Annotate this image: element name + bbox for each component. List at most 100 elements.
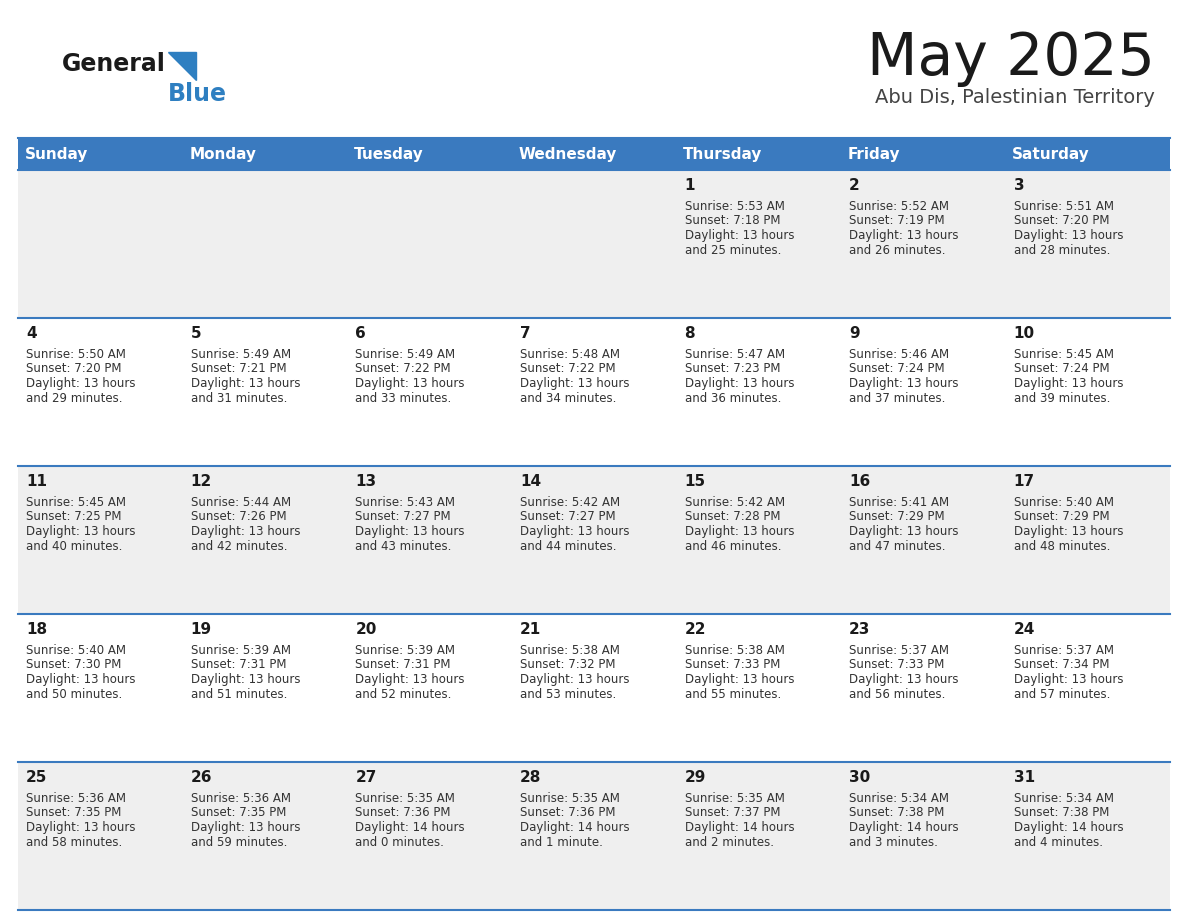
- Text: Sunset: 7:35 PM: Sunset: 7:35 PM: [191, 807, 286, 820]
- Text: 23: 23: [849, 622, 871, 637]
- Text: Sunrise: 5:51 AM: Sunrise: 5:51 AM: [1013, 200, 1113, 213]
- Text: Sunset: 7:37 PM: Sunset: 7:37 PM: [684, 807, 781, 820]
- Text: Daylight: 13 hours: Daylight: 13 hours: [849, 673, 959, 686]
- Text: and 2 minutes.: and 2 minutes.: [684, 835, 773, 848]
- Text: Sunrise: 5:53 AM: Sunrise: 5:53 AM: [684, 200, 784, 213]
- Text: and 0 minutes.: and 0 minutes.: [355, 835, 444, 848]
- Text: Daylight: 13 hours: Daylight: 13 hours: [1013, 377, 1123, 390]
- Text: and 58 minutes.: and 58 minutes.: [26, 835, 122, 848]
- Text: Sunset: 7:31 PM: Sunset: 7:31 PM: [191, 658, 286, 671]
- Text: 16: 16: [849, 474, 871, 489]
- Text: 11: 11: [26, 474, 48, 489]
- Text: Daylight: 13 hours: Daylight: 13 hours: [191, 673, 301, 686]
- Text: Sunset: 7:36 PM: Sunset: 7:36 PM: [520, 807, 615, 820]
- Text: 28: 28: [520, 770, 542, 785]
- Text: 4: 4: [26, 326, 37, 341]
- Text: Daylight: 14 hours: Daylight: 14 hours: [355, 821, 465, 834]
- Text: and 59 minutes.: and 59 minutes.: [191, 835, 287, 848]
- Text: 31: 31: [1013, 770, 1035, 785]
- Text: 27: 27: [355, 770, 377, 785]
- Text: 10: 10: [1013, 326, 1035, 341]
- Text: 29: 29: [684, 770, 706, 785]
- Text: and 51 minutes.: and 51 minutes.: [191, 688, 287, 700]
- Text: Daylight: 13 hours: Daylight: 13 hours: [684, 377, 794, 390]
- Bar: [18, 466, 1170, 614]
- Text: Sunrise: 5:37 AM: Sunrise: 5:37 AM: [1013, 644, 1113, 657]
- Text: Daylight: 13 hours: Daylight: 13 hours: [355, 377, 465, 390]
- Text: Monday: Monday: [189, 147, 257, 162]
- Text: and 42 minutes.: and 42 minutes.: [191, 540, 287, 553]
- Text: Sunset: 7:29 PM: Sunset: 7:29 PM: [1013, 510, 1110, 523]
- Text: 6: 6: [355, 326, 366, 341]
- Text: Sunset: 7:19 PM: Sunset: 7:19 PM: [849, 215, 944, 228]
- Text: Daylight: 14 hours: Daylight: 14 hours: [520, 821, 630, 834]
- Text: Sunrise: 5:42 AM: Sunrise: 5:42 AM: [520, 496, 620, 509]
- Text: and 37 minutes.: and 37 minutes.: [849, 391, 946, 405]
- Text: and 25 minutes.: and 25 minutes.: [684, 243, 781, 256]
- Text: 14: 14: [520, 474, 541, 489]
- Text: Sunrise: 5:48 AM: Sunrise: 5:48 AM: [520, 348, 620, 361]
- Text: Sunset: 7:31 PM: Sunset: 7:31 PM: [355, 658, 451, 671]
- Text: and 3 minutes.: and 3 minutes.: [849, 835, 939, 848]
- Text: 7: 7: [520, 326, 531, 341]
- Text: Daylight: 13 hours: Daylight: 13 hours: [849, 525, 959, 538]
- Text: Sunset: 7:20 PM: Sunset: 7:20 PM: [1013, 215, 1110, 228]
- Text: Daylight: 13 hours: Daylight: 13 hours: [355, 525, 465, 538]
- Polygon shape: [168, 52, 196, 80]
- Text: May 2025: May 2025: [867, 30, 1155, 87]
- Text: Sunrise: 5:38 AM: Sunrise: 5:38 AM: [684, 644, 784, 657]
- Text: and 1 minute.: and 1 minute.: [520, 835, 602, 848]
- Text: and 43 minutes.: and 43 minutes.: [355, 540, 451, 553]
- Text: and 57 minutes.: and 57 minutes.: [1013, 688, 1110, 700]
- Text: and 55 minutes.: and 55 minutes.: [684, 688, 781, 700]
- Text: Daylight: 13 hours: Daylight: 13 hours: [355, 673, 465, 686]
- Text: and 29 minutes.: and 29 minutes.: [26, 391, 122, 405]
- Text: Sunrise: 5:39 AM: Sunrise: 5:39 AM: [355, 644, 455, 657]
- Text: Sunrise: 5:52 AM: Sunrise: 5:52 AM: [849, 200, 949, 213]
- Text: 12: 12: [191, 474, 211, 489]
- Text: Sunrise: 5:39 AM: Sunrise: 5:39 AM: [191, 644, 291, 657]
- Text: Sunrise: 5:40 AM: Sunrise: 5:40 AM: [26, 644, 126, 657]
- Text: Sunrise: 5:38 AM: Sunrise: 5:38 AM: [520, 644, 620, 657]
- Text: Sunrise: 5:42 AM: Sunrise: 5:42 AM: [684, 496, 784, 509]
- Text: Sunset: 7:34 PM: Sunset: 7:34 PM: [1013, 658, 1110, 671]
- Text: Daylight: 14 hours: Daylight: 14 hours: [684, 821, 794, 834]
- Text: and 26 minutes.: and 26 minutes.: [849, 243, 946, 256]
- Text: Sunset: 7:26 PM: Sunset: 7:26 PM: [191, 510, 286, 523]
- Text: Sunrise: 5:34 AM: Sunrise: 5:34 AM: [1013, 792, 1113, 805]
- Text: Daylight: 13 hours: Daylight: 13 hours: [1013, 673, 1123, 686]
- Text: Sunset: 7:38 PM: Sunset: 7:38 PM: [1013, 807, 1110, 820]
- Text: 18: 18: [26, 622, 48, 637]
- Text: 17: 17: [1013, 474, 1035, 489]
- Text: Wednesday: Wednesday: [518, 147, 617, 162]
- Text: Sunset: 7:27 PM: Sunset: 7:27 PM: [520, 510, 615, 523]
- Text: 20: 20: [355, 622, 377, 637]
- Text: 30: 30: [849, 770, 871, 785]
- Text: Daylight: 13 hours: Daylight: 13 hours: [684, 229, 794, 242]
- Text: Sunset: 7:18 PM: Sunset: 7:18 PM: [684, 215, 781, 228]
- Text: Sunset: 7:35 PM: Sunset: 7:35 PM: [26, 807, 121, 820]
- Text: Sunrise: 5:49 AM: Sunrise: 5:49 AM: [191, 348, 291, 361]
- Text: Sunrise: 5:45 AM: Sunrise: 5:45 AM: [26, 496, 126, 509]
- Text: 1: 1: [684, 178, 695, 193]
- Text: and 53 minutes.: and 53 minutes.: [520, 688, 617, 700]
- Text: Sunset: 7:33 PM: Sunset: 7:33 PM: [684, 658, 779, 671]
- Text: 5: 5: [191, 326, 202, 341]
- Text: Daylight: 13 hours: Daylight: 13 hours: [849, 229, 959, 242]
- Text: Sunset: 7:27 PM: Sunset: 7:27 PM: [355, 510, 451, 523]
- Text: and 44 minutes.: and 44 minutes.: [520, 540, 617, 553]
- Text: Daylight: 13 hours: Daylight: 13 hours: [191, 377, 301, 390]
- Text: Sunrise: 5:41 AM: Sunrise: 5:41 AM: [849, 496, 949, 509]
- Text: Daylight: 13 hours: Daylight: 13 hours: [520, 377, 630, 390]
- Text: Sunday: Sunday: [25, 147, 88, 162]
- Text: Sunset: 7:25 PM: Sunset: 7:25 PM: [26, 510, 121, 523]
- Text: 15: 15: [684, 474, 706, 489]
- Text: Sunset: 7:23 PM: Sunset: 7:23 PM: [684, 363, 781, 375]
- Text: Sunrise: 5:50 AM: Sunrise: 5:50 AM: [26, 348, 126, 361]
- Text: Sunset: 7:28 PM: Sunset: 7:28 PM: [684, 510, 781, 523]
- Bar: [18, 170, 1170, 318]
- Text: Sunset: 7:29 PM: Sunset: 7:29 PM: [849, 510, 944, 523]
- Text: Sunset: 7:20 PM: Sunset: 7:20 PM: [26, 363, 121, 375]
- Text: Daylight: 13 hours: Daylight: 13 hours: [684, 673, 794, 686]
- Text: 24: 24: [1013, 622, 1035, 637]
